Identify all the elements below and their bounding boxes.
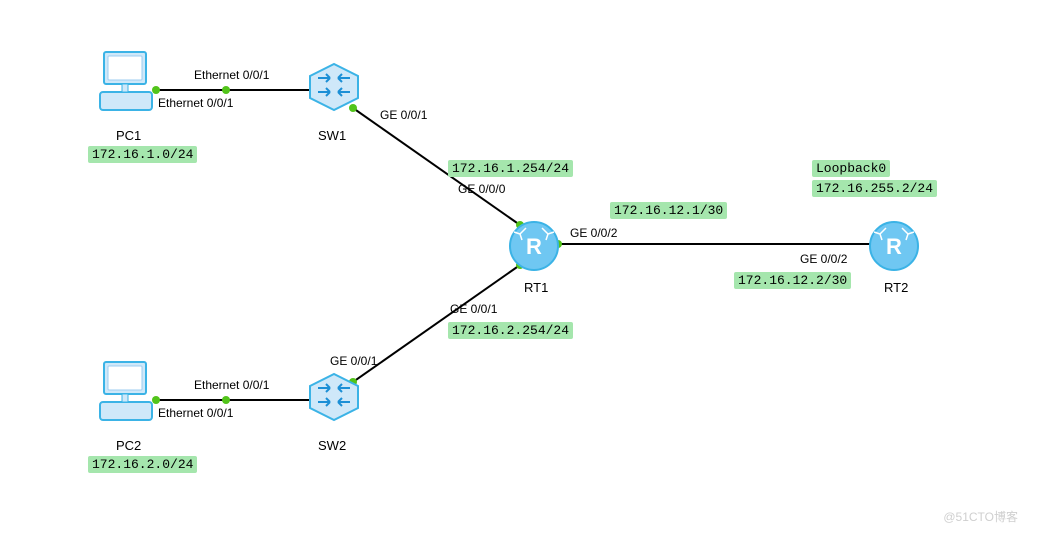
rt2-lo-label: Loopback0 bbox=[812, 160, 890, 177]
watermark-text: @51CTO博客 bbox=[943, 508, 1018, 525]
rt1-g2-if: GE 0/0/2 bbox=[570, 226, 617, 240]
svg-text:R: R bbox=[526, 234, 542, 259]
rt2-g2-addr: 172.16.12.2/30 bbox=[734, 272, 851, 289]
rt1-g2-addr: 172.16.12.1/30 bbox=[610, 202, 727, 219]
sw1-label: SW1 bbox=[318, 128, 346, 143]
pc1-label: PC1 bbox=[116, 128, 141, 143]
pc1-device bbox=[98, 48, 158, 123]
sw2-device bbox=[306, 372, 362, 427]
rt1-label: RT1 bbox=[524, 280, 548, 295]
pc2-sw2-if-bottom: Ethernet 0/0/1 bbox=[158, 406, 233, 420]
rt2-g2-if: GE 0/0/2 bbox=[800, 252, 847, 266]
rt1-g1-if: GE 0/0/1 bbox=[450, 302, 497, 316]
pc1-sw1-if-bottom: Ethernet 0/0/1 bbox=[158, 96, 233, 110]
pc2-subnet: 172.16.2.0/24 bbox=[88, 456, 197, 473]
sw2-label: SW2 bbox=[318, 438, 346, 453]
rt1-g0-addr: 172.16.1.254/24 bbox=[448, 160, 573, 177]
rt2-label: RT2 bbox=[884, 280, 908, 295]
rt1-device: R bbox=[506, 218, 562, 279]
pc2-device bbox=[98, 358, 158, 433]
pc2-sw2-if-top: Ethernet 0/0/1 bbox=[194, 378, 269, 392]
pc1-sw1-if-top: Ethernet 0/0/1 bbox=[194, 68, 269, 82]
rt1-g1-addr: 172.16.2.254/24 bbox=[448, 322, 573, 339]
rt2-device: R bbox=[866, 218, 922, 279]
sw1-device bbox=[306, 62, 362, 117]
svg-text:R: R bbox=[886, 234, 902, 259]
pc1-subnet: 172.16.1.0/24 bbox=[88, 146, 197, 163]
sw1-rt1-if: GE 0/0/1 bbox=[380, 108, 427, 122]
rt1-g0-if: GE 0/0/0 bbox=[458, 182, 505, 196]
rt2-lo-addr: 172.16.255.2/24 bbox=[812, 180, 937, 197]
pc2-label: PC2 bbox=[116, 438, 141, 453]
sw2-rt1-if: GE 0/0/1 bbox=[330, 354, 377, 368]
